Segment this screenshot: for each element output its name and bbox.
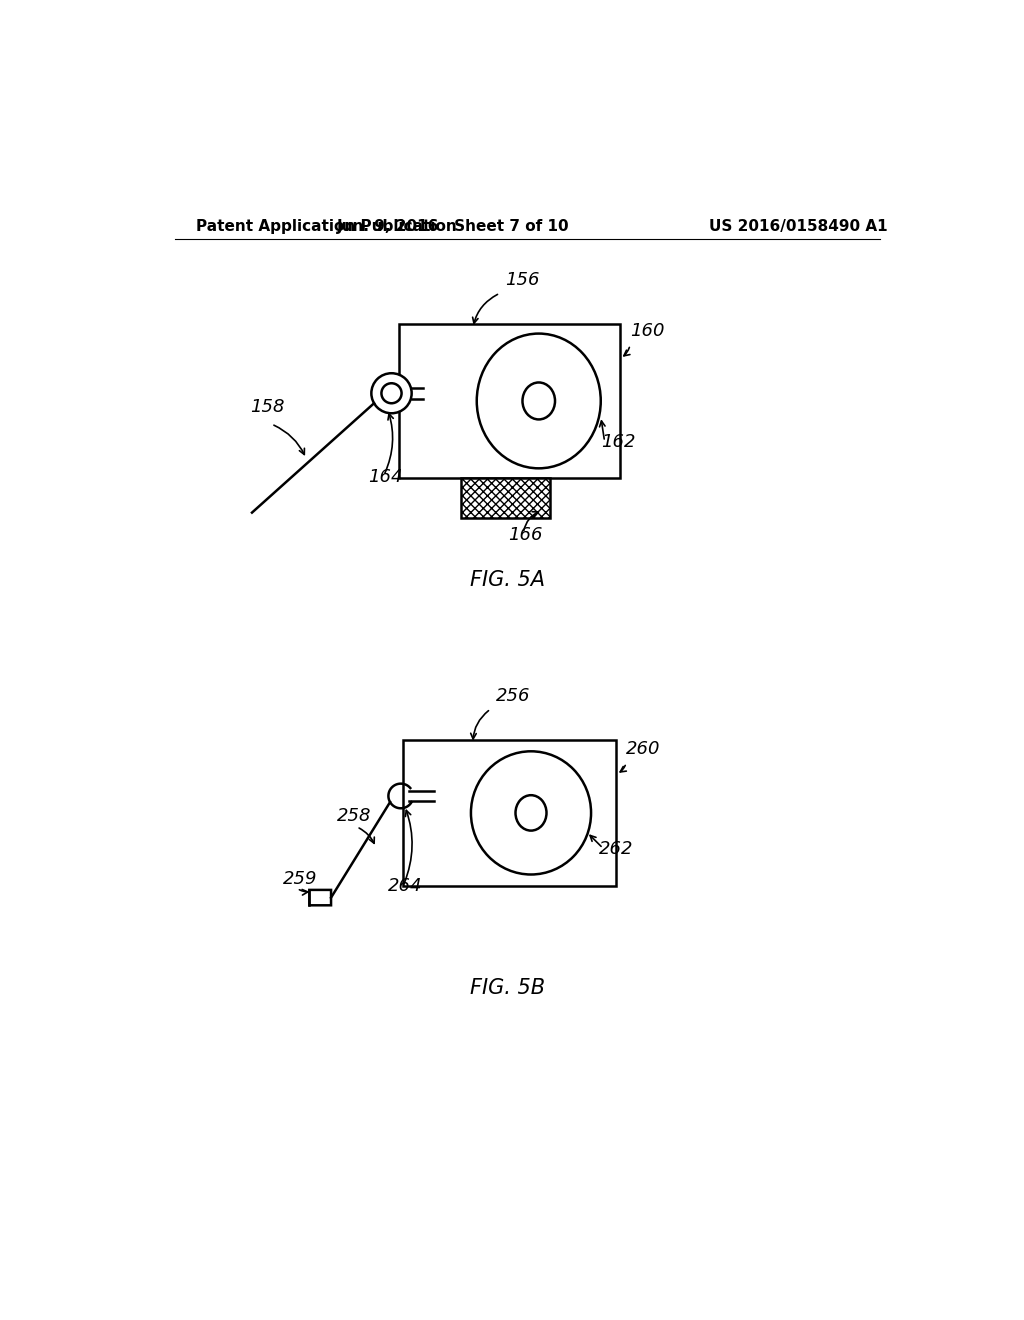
FancyBboxPatch shape [309,890,331,906]
Text: 166: 166 [508,525,543,544]
Text: 259: 259 [283,870,317,888]
Text: 264: 264 [388,878,422,895]
Bar [399,323,621,478]
Text: 164: 164 [369,467,402,486]
Text: Patent Application Publication: Patent Application Publication [197,219,457,234]
Text: 158: 158 [251,399,285,417]
Bar [461,478,550,517]
Text: 256: 256 [496,688,530,705]
Bar [403,739,616,886]
Text: 260: 260 [627,739,660,758]
Circle shape [381,383,401,404]
Ellipse shape [471,751,591,874]
Text: FIG. 5B: FIG. 5B [470,978,546,998]
Text: 156: 156 [506,272,540,289]
Text: Jun. 9, 2016   Sheet 7 of 10: Jun. 9, 2016 Sheet 7 of 10 [337,219,569,234]
Text: 160: 160 [630,322,665,339]
Text: 258: 258 [337,807,372,825]
Text: 262: 262 [598,840,633,858]
Text: FIG. 5A: FIG. 5A [470,570,545,590]
Text: US 2016/0158490 A1: US 2016/0158490 A1 [710,219,888,234]
Ellipse shape [515,795,547,830]
Ellipse shape [522,383,555,420]
Ellipse shape [477,334,601,469]
Circle shape [372,374,412,413]
Text: 162: 162 [601,433,635,451]
